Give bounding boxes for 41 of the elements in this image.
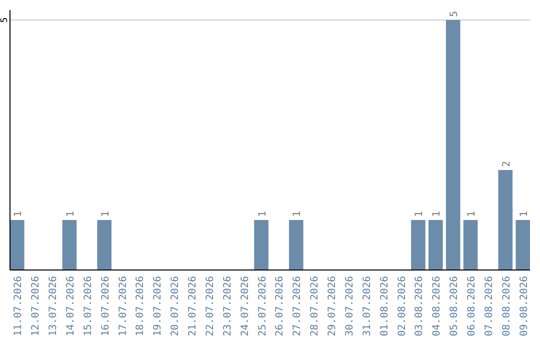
x-tick-label: 05.08.2026 xyxy=(449,276,460,336)
x-tick-label: 13.07.2026 xyxy=(48,276,60,336)
x-tick-label: 17.07.2026 xyxy=(118,276,129,336)
data-label: 1 xyxy=(414,210,426,217)
data-label: 1 xyxy=(432,210,443,217)
x-tick-label: 25.07.2026 xyxy=(257,276,268,336)
data-label: 1 xyxy=(518,210,530,217)
x-tick-label: 12.07.2026 xyxy=(30,276,42,336)
x-tick-label: 22.07.2026 xyxy=(204,276,216,336)
x-tick-label: 23.07.2026 xyxy=(222,276,234,336)
x-tick-label: 01.08.2026 xyxy=(379,276,390,336)
x-tick-label: 18.07.2026 xyxy=(135,276,146,336)
data-label: 5 xyxy=(449,10,460,17)
x-tick-label: 11.07.2026 xyxy=(13,276,24,336)
x-tick-label: 24.07.2026 xyxy=(240,276,251,336)
x-tick-label: 09.08.2026 xyxy=(518,276,530,336)
x-tick-label: 21.07.2026 xyxy=(188,276,199,336)
x-tick-label: 31.07.2026 xyxy=(362,276,373,336)
x-tick-label: 27.07.2026 xyxy=(292,276,304,336)
x-tick-label: 04.08.2026 xyxy=(432,276,443,336)
x-tick-label: 16.07.2026 xyxy=(100,276,112,336)
x-tick-label: 30.07.2026 xyxy=(344,276,356,336)
data-label: 1 xyxy=(100,210,112,217)
x-tick-label: 06.08.2026 xyxy=(466,276,478,336)
x-tick-label: 03.08.2026 xyxy=(414,276,426,336)
x-tick-label: 08.08.2026 xyxy=(501,276,512,336)
x-tick-label: 29.07.2026 xyxy=(327,276,338,336)
data-label: 1 xyxy=(292,210,304,217)
data-label: 2 xyxy=(501,160,512,167)
x-tick-label: 14.07.2026 xyxy=(65,276,76,336)
x-tick-label: 26.07.2026 xyxy=(274,276,286,336)
data-label: 1 xyxy=(13,210,24,217)
x-tick-label: 15.07.2026 xyxy=(82,276,94,336)
data-label: 1 xyxy=(65,210,76,217)
x-tick-label: 28.07.2026 xyxy=(310,276,321,336)
x-tick-label: 19.07.2026 xyxy=(152,276,164,336)
x-tick-label: 20.07.2026 xyxy=(170,276,182,336)
x-tick-label: 07.08.2026 xyxy=(484,276,495,336)
x-tick-label: 02.08.2026 xyxy=(396,276,408,336)
data-label: 1 xyxy=(466,210,478,217)
data-label: 1 xyxy=(257,210,268,217)
